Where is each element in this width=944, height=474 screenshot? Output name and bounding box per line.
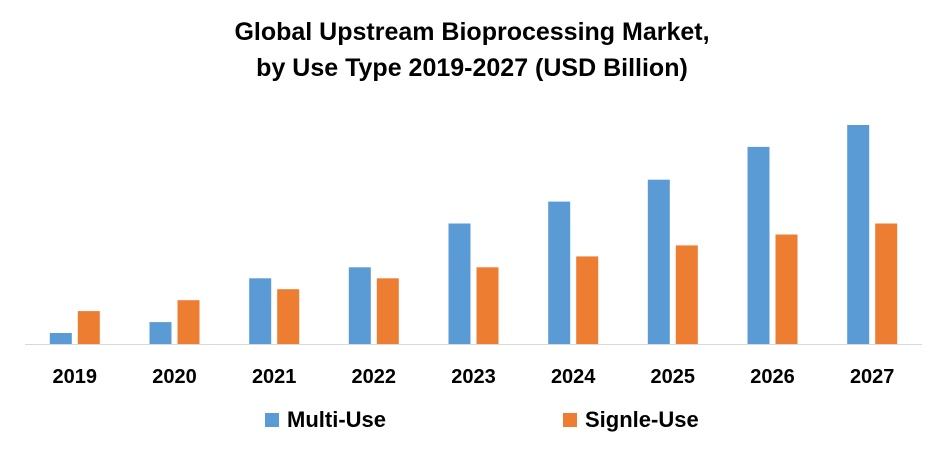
legend-item-single-use: Signle-Use [563, 407, 699, 433]
x-tick-label-2025: 2025 [651, 366, 696, 388]
bar-signle-use-2022 [376, 278, 399, 344]
legend-label-single-use: Signle-Use [585, 407, 699, 432]
bar-multi-use-2022 [348, 267, 371, 344]
bar-multi-use-2023 [448, 223, 471, 344]
x-tick-label-2022: 2022 [352, 366, 397, 388]
bar-multi-use-2019 [49, 333, 72, 344]
bar-signle-use-2020 [177, 300, 200, 344]
x-tick-label-2023: 2023 [451, 366, 496, 388]
x-tick-label-2027: 2027 [850, 366, 895, 388]
bar-multi-use-2027 [847, 125, 870, 344]
bar-signle-use-2021 [277, 289, 300, 344]
bar-signle-use-2026 [775, 234, 798, 344]
x-tick-label-2026: 2026 [750, 366, 795, 388]
legend-swatch-single-use [563, 413, 577, 427]
x-tick-label-2020: 2020 [152, 366, 197, 388]
chart-title-line-2: by Use Type 2019-2027 (USD Billion) [256, 54, 688, 82]
x-tick-label-2021: 2021 [252, 366, 297, 388]
legend-swatch-multi-use [265, 413, 279, 427]
bar-signle-use-2024 [576, 256, 599, 344]
bar-signle-use-2025 [675, 245, 698, 344]
bar-signle-use-2019 [77, 311, 100, 344]
bar-multi-use-2021 [249, 278, 272, 344]
x-tick-labels: 2019 2020 2021 2022 2023 2024 2025 2026 2027 [53, 366, 895, 388]
bar-multi-use-2020 [149, 322, 172, 344]
legend-label-multi-use: Multi-Use [287, 407, 386, 432]
x-tick-label-2024: 2024 [551, 366, 596, 388]
x-tick-label-2019: 2019 [53, 366, 98, 388]
bar-signle-use-2027 [875, 223, 898, 344]
bar-signle-use-2023 [476, 267, 499, 344]
chart-title: Global Upstream Bioprocessing Market, by… [0, 14, 944, 86]
legend-item-multi-use: Multi-Use [265, 407, 386, 433]
bar-multi-use-2025 [647, 179, 670, 344]
bar-multi-use-2026 [747, 146, 770, 344]
chart-title-line-1: Global Upstream Bioprocessing Market, [234, 18, 710, 46]
bar-multi-use-2024 [548, 201, 571, 344]
legend: Multi-Use Signle-Use [0, 407, 944, 441]
bars-group [49, 125, 898, 344]
